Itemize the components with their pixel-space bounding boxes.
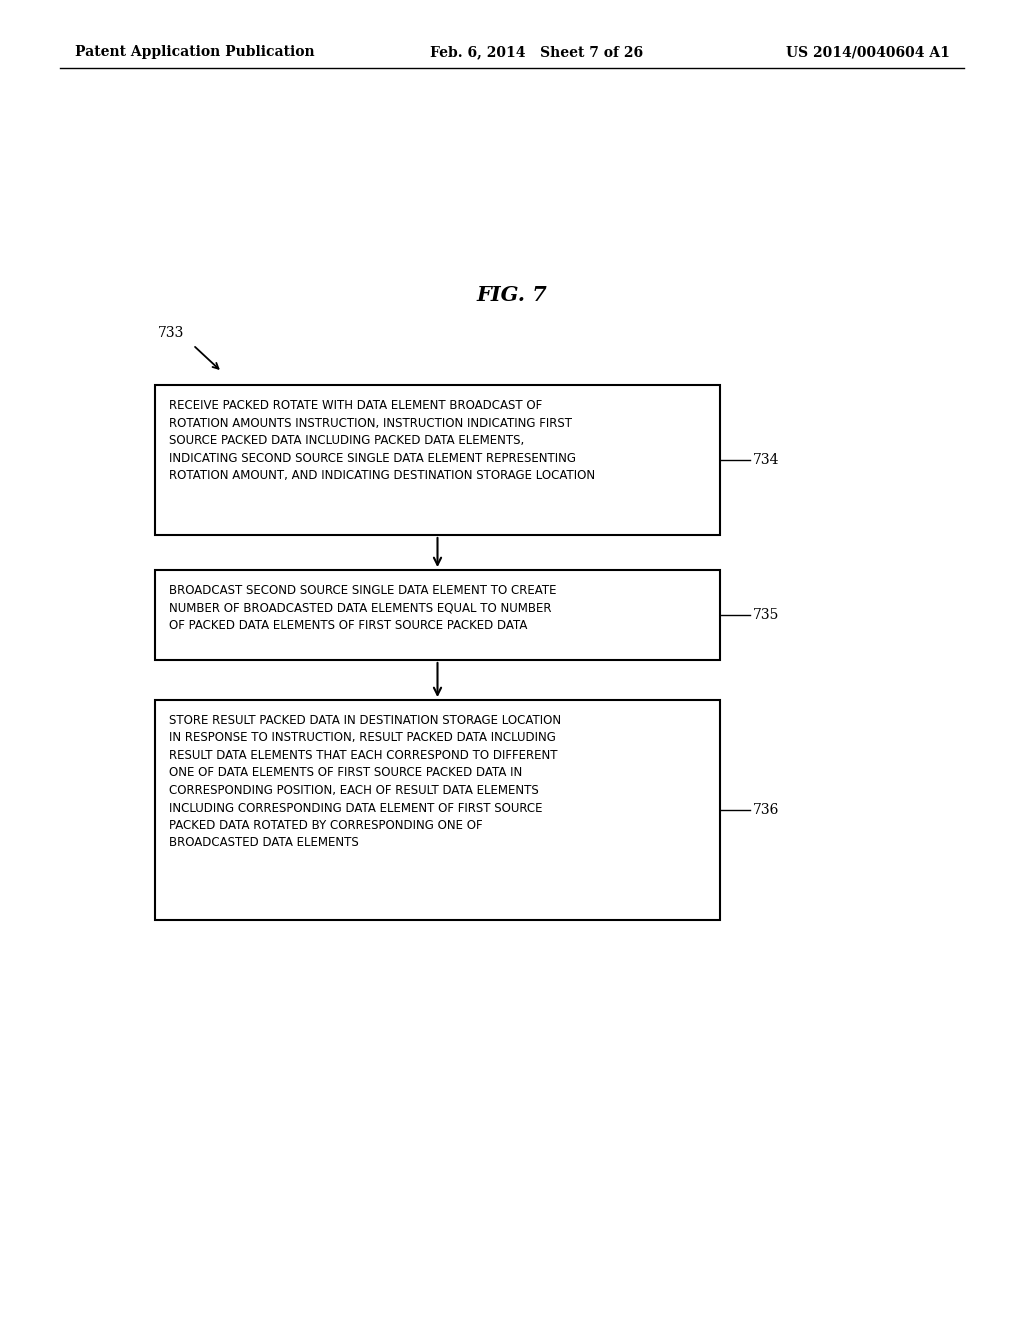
Text: 736: 736 [753,803,779,817]
Bar [155,700,720,920]
Text: 734: 734 [753,453,779,467]
Text: 735: 735 [753,609,779,622]
Text: Feb. 6, 2014   Sheet 7 of 26: Feb. 6, 2014 Sheet 7 of 26 [430,45,643,59]
Text: US 2014/0040604 A1: US 2014/0040604 A1 [786,45,950,59]
Text: FIG. 7: FIG. 7 [476,285,548,305]
Text: 733: 733 [158,326,184,341]
Text: BROADCAST SECOND SOURCE SINGLE DATA ELEMENT TO CREATE
NUMBER OF BROADCASTED DATA: BROADCAST SECOND SOURCE SINGLE DATA ELEM… [169,583,556,632]
Bar [155,385,720,535]
Bar [155,570,720,660]
Text: Patent Application Publication: Patent Application Publication [75,45,314,59]
Text: STORE RESULT PACKED DATA IN DESTINATION STORAGE LOCATION
IN RESPONSE TO INSTRUCT: STORE RESULT PACKED DATA IN DESTINATION … [169,714,561,850]
Text: RECEIVE PACKED ROTATE WITH DATA ELEMENT BROADCAST OF
ROTATION AMOUNTS INSTRUCTIO: RECEIVE PACKED ROTATE WITH DATA ELEMENT … [169,399,595,482]
